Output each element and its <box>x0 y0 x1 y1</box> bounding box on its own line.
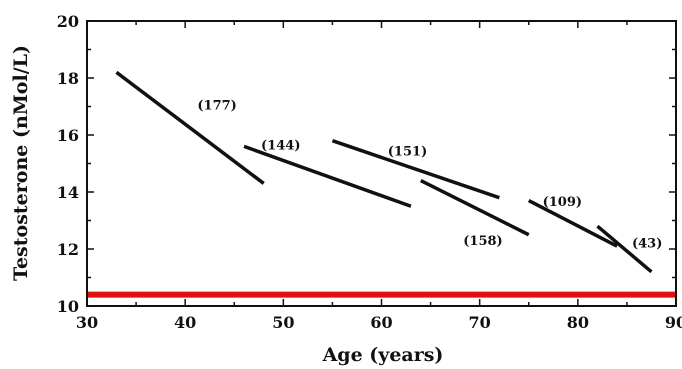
series-label: (144) <box>261 139 300 154</box>
x-tick-label: 60 <box>370 313 392 332</box>
y-tick-label: 16 <box>57 126 79 145</box>
y-tick-label: 20 <box>57 12 79 31</box>
series-line <box>115 70 265 185</box>
y-tick-label: 12 <box>57 240 79 259</box>
y-tick-label: 18 <box>57 69 79 88</box>
plot-marks: (177) (144) (151) (158) (109) (43) <box>88 70 675 298</box>
series-line <box>243 144 412 208</box>
series-line <box>331 139 500 200</box>
series-label: (177) <box>197 99 236 114</box>
x-tick-label: 70 <box>469 313 491 332</box>
x-axis-title: Age (years) <box>322 344 444 366</box>
series-line <box>596 224 653 274</box>
series-label: (158) <box>463 234 502 249</box>
x-tick-label: 40 <box>174 313 196 332</box>
y-axis-title: Testosterone (nMol/L) <box>10 45 32 281</box>
x-tick-label: 50 <box>272 313 294 332</box>
series-line <box>527 198 618 248</box>
x-tick-label: 30 <box>76 313 98 332</box>
series-label: (43) <box>632 236 662 251</box>
y-tick-label: 14 <box>57 183 79 202</box>
x-tick-label: 90 <box>665 313 682 332</box>
plot-frame <box>86 20 677 307</box>
y-tick-label: 10 <box>57 297 79 316</box>
x-tick-label: 80 <box>567 313 589 332</box>
series-label: (109) <box>543 195 582 210</box>
axes: 30 40 50 60 70 80 90 10 12 14 16 18 20 <box>57 12 682 332</box>
series-label: (151) <box>388 144 427 159</box>
series-line <box>419 179 530 237</box>
